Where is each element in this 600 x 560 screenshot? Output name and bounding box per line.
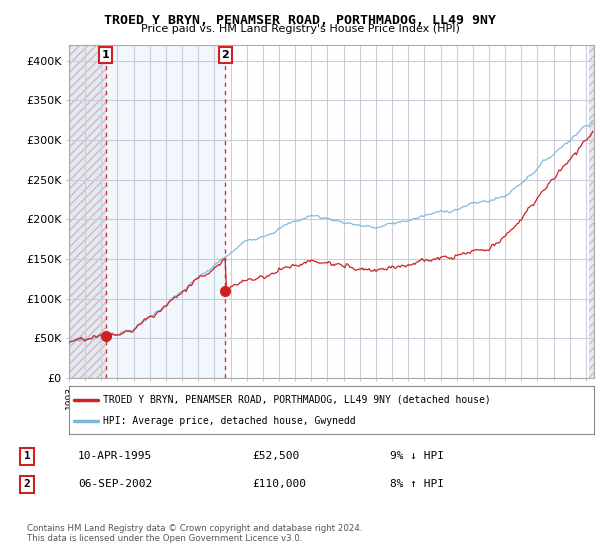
Text: 1: 1 xyxy=(23,451,31,461)
Text: HPI: Average price, detached house, Gwynedd: HPI: Average price, detached house, Gwyn… xyxy=(103,416,356,426)
Text: 10-APR-1995: 10-APR-1995 xyxy=(78,451,152,461)
Text: £110,000: £110,000 xyxy=(252,479,306,489)
Text: 8% ↑ HPI: 8% ↑ HPI xyxy=(390,479,444,489)
Bar xyxy=(69,45,106,378)
Text: TROED Y BRYN, PENAMSER ROAD, PORTHMADOG, LL49 9NY (detached house): TROED Y BRYN, PENAMSER ROAD, PORTHMADOG,… xyxy=(103,395,491,405)
Text: Price paid vs. HM Land Registry's House Price Index (HPI): Price paid vs. HM Land Registry's House … xyxy=(140,24,460,34)
Text: £52,500: £52,500 xyxy=(252,451,299,461)
Bar xyxy=(589,45,594,378)
Text: Contains HM Land Registry data © Crown copyright and database right 2024.
This d: Contains HM Land Registry data © Crown c… xyxy=(27,524,362,543)
Text: 2: 2 xyxy=(221,50,229,60)
Text: 06-SEP-2002: 06-SEP-2002 xyxy=(78,479,152,489)
Text: TROED Y BRYN, PENAMSER ROAD, PORTHMADOG, LL49 9NY: TROED Y BRYN, PENAMSER ROAD, PORTHMADOG,… xyxy=(104,14,496,27)
Text: 9% ↓ HPI: 9% ↓ HPI xyxy=(390,451,444,461)
Text: 2: 2 xyxy=(23,479,31,489)
Text: 1: 1 xyxy=(102,50,110,60)
Bar xyxy=(106,45,226,378)
